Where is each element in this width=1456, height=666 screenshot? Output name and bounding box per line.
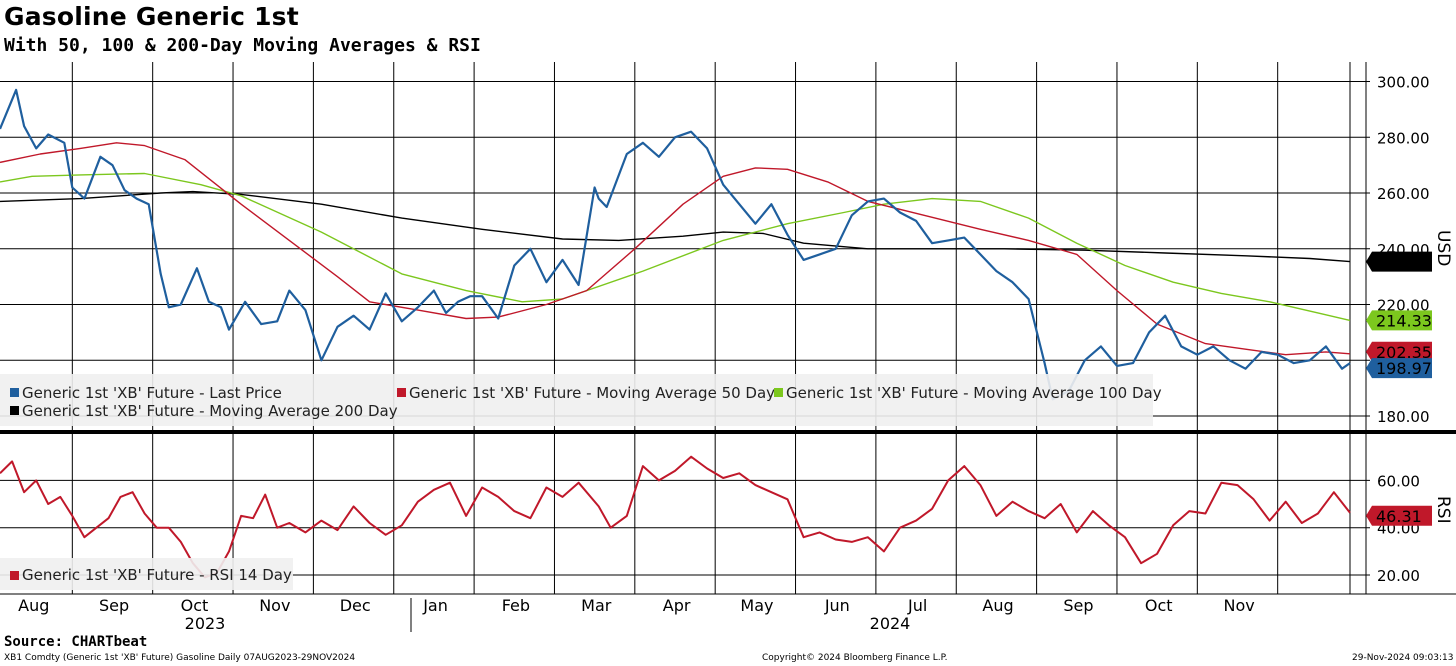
x-tick-month: Jul [907,596,927,615]
value-tag-label: 46.31 [1376,507,1422,526]
x-tick-month: Oct [181,596,209,615]
timestamp: 29-Nov-2024 09:03:13 [1352,653,1454,663]
legend-label: Generic 1st 'XB' Future - Moving Average… [409,384,775,402]
series-line-ma50 [0,142,1351,356]
legend-swatch [10,406,19,415]
y-tick-label-rsi: 60.00 [1377,472,1420,490]
x-tick-month: Mar [581,596,612,615]
legend-swatch [10,571,19,580]
last-value-ma200: 235.39 [1366,251,1432,272]
value-tag-shape [1366,505,1432,526]
x-tick-month: Jan [422,596,448,615]
legend-box-rsi [0,558,293,590]
ticker-info: XB1 Comdty (Generic 1st 'XB' Future) Gas… [4,653,356,663]
x-tick-month: Aug [18,596,49,615]
x-tick-month: Feb [502,596,530,615]
last-value-ma100: 214.33 [1366,310,1432,331]
value-tag-label: 235.39 [1376,253,1432,272]
series-line-rsi [0,455,1351,579]
y-tick-label-main: 300.00 [1377,74,1430,92]
y-tick-label-main: 180.00 [1377,408,1430,426]
legend-box-main [0,374,1153,426]
value-tag-label: 214.33 [1376,311,1432,330]
value-tag-label: 202.35 [1376,343,1432,362]
y-tick-label-main: 260.00 [1377,185,1430,203]
series-line-ma200 [0,190,1351,263]
x-tick-month: Aug [982,596,1013,615]
x-tick-month: Sep [1063,596,1093,615]
legend-swatch [774,388,783,397]
last-value-ma50: 202.35 [1366,341,1432,362]
series-line-ma100 [0,172,1351,322]
copyright-note: Copyright© 2024 Bloomberg Finance L.P. [762,653,948,663]
value-tag-shape [1366,310,1432,331]
value-tag-shape [1366,358,1432,379]
chart-subtitle: With 50, 100 & 200-Day Moving Averages &… [4,35,481,56]
y-tick-label-main: 280.00 [1377,129,1430,147]
legend-label: Generic 1st 'XB' Future - Moving Average… [786,384,1162,402]
x-tick-month: Sep [99,596,129,615]
value-tag-shape [1366,341,1432,362]
legend-label: Generic 1st 'XB' Future - RSI 14 Day [22,566,292,584]
last-value-rsi: 46.31 [1366,505,1432,526]
legend-label: Generic 1st 'XB' Future - Moving Average… [22,402,398,420]
value-tag-shape [1366,251,1432,272]
x-tick-month: Nov [259,596,290,615]
last-value-price: 198.97 [1366,358,1432,379]
x-tick-year: 2024 [870,614,911,633]
x-tick-month: Oct [1145,596,1173,615]
y-axis-label-rsi: RSI [1433,496,1453,524]
legend-swatch [397,388,406,397]
y-tick-label-rsi: 20.00 [1377,567,1420,585]
x-tick-month: Apr [663,596,691,615]
x-tick-year: 2023 [185,614,226,633]
series-line-price [0,88,1351,401]
legend-swatch [10,388,19,397]
x-tick-month: May [740,596,773,615]
x-tick-month: Dec [340,596,371,615]
source-note: Source: CHARTbeat [4,634,148,650]
legend-label: Generic 1st 'XB' Future - Last Price [22,384,282,402]
chart-title: Gasoline Generic 1st [4,2,299,31]
value-tag-label: 198.97 [1376,359,1432,378]
x-tick-month: Jun [824,596,850,615]
x-tick-month: Nov [1223,596,1254,615]
y-axis-label-main: USD [1433,230,1453,266]
y-tick-label-main: 220.00 [1377,297,1430,315]
